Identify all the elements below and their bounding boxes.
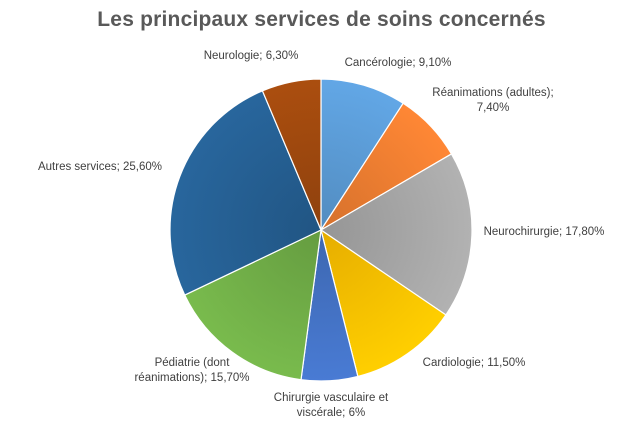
data-label-line: Cardiologie; 11,50% — [423, 357, 526, 369]
pie-slice-cardiologie — [320, 228, 447, 378]
pie-slice-cancerologie — [320, 78, 404, 233]
data-label-line: Neurochirurgie; 17,80% — [484, 226, 605, 238]
pie-slice-autres-services — [169, 90, 322, 296]
data-label-line: Chirurgie vasculaire et — [274, 392, 389, 404]
data-label-line: Autres services; 25,60% — [38, 161, 162, 173]
pie-slice-neurochirurgie — [319, 153, 473, 316]
data-label: Neurochirurgie; 17,80% — [484, 226, 605, 238]
data-label-line: Neurologie; 6,30% — [204, 50, 299, 62]
pie-slice-neurologie — [261, 78, 322, 231]
data-label: Cancérologie; 9,10% — [345, 57, 452, 69]
data-label-line: Réanimations (adultes); — [432, 87, 553, 99]
data-label-line: réanimations); 15,70% — [134, 372, 249, 384]
data-label-line: viscérale; 6% — [297, 407, 365, 419]
pie-slice-pediatrie-dont-reanimations — [183, 228, 322, 381]
data-label: Cardiologie; 11,50% — [423, 357, 526, 369]
data-label: Neurologie; 6,30% — [204, 50, 299, 62]
labels-layer: Cancérologie; 9,10% Réanimations (adultes… — [38, 50, 604, 419]
data-label-line: 7,40% — [477, 102, 510, 114]
data-label: Autres services; 25,60% — [38, 161, 162, 173]
data-label-line: Cancérologie; 9,10% — [345, 57, 452, 69]
chart-title: Les principaux services de soins concern… — [97, 8, 546, 31]
slices-layer — [169, 78, 473, 382]
data-label-line: Pédiatrie (dont — [155, 357, 231, 369]
data-label: Réanimations (adultes); 7,40% — [432, 87, 553, 114]
data-label: Chirurgie vasculaire et viscérale; 6% — [274, 392, 389, 419]
data-label: Pédiatrie (dont réanimations); 15,70% — [134, 357, 249, 384]
